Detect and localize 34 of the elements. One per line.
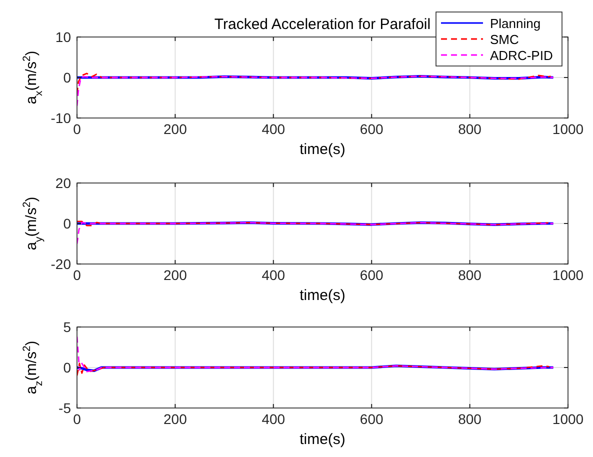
x-tick-label: 0 (73, 411, 82, 427)
x-tick-label: 400 (262, 411, 286, 427)
y-tick-label: 5 (63, 319, 72, 335)
y-tick-label: -5 (58, 400, 72, 416)
x-tick-label: 200 (164, 411, 188, 427)
chart-title: Tracked Acceleration for Parafoil (214, 16, 431, 33)
x-tick-label: 0 (73, 267, 82, 283)
x-tick-label: 800 (458, 411, 482, 427)
x-tick-label: 600 (360, 121, 384, 137)
x-tick-label: 400 (262, 121, 286, 137)
x-axis-title: time(s) (300, 141, 346, 158)
y-tick-label: 20 (55, 175, 72, 191)
y-tick-label: -20 (50, 256, 72, 272)
legend-label: Planning (490, 16, 541, 31)
x-tick-label: 0 (73, 121, 82, 137)
y-tick-label: 0 (63, 360, 72, 376)
x-tick-label: 800 (458, 267, 482, 283)
x-tick-label: 1000 (552, 411, 584, 427)
x-tick-label: 1000 (552, 121, 584, 137)
x-tick-label: 600 (360, 267, 384, 283)
y-tick-label: 0 (63, 216, 72, 232)
x-tick-label: 600 (360, 411, 384, 427)
legend-label: SMC (490, 32, 519, 47)
legend-label: ADRC-PID (490, 48, 553, 63)
x-tick-label: 200 (164, 121, 188, 137)
y-tick-label: -10 (50, 110, 72, 126)
x-axis-title: time(s) (300, 431, 346, 448)
y-tick-label: 10 (55, 29, 72, 45)
y-tick-label: 0 (63, 70, 72, 86)
x-tick-label: 400 (262, 267, 286, 283)
x-tick-label: 200 (164, 267, 188, 283)
x-axis-title: time(s) (300, 287, 346, 304)
x-tick-label: 800 (458, 121, 482, 137)
x-tick-label: 1000 (552, 267, 584, 283)
